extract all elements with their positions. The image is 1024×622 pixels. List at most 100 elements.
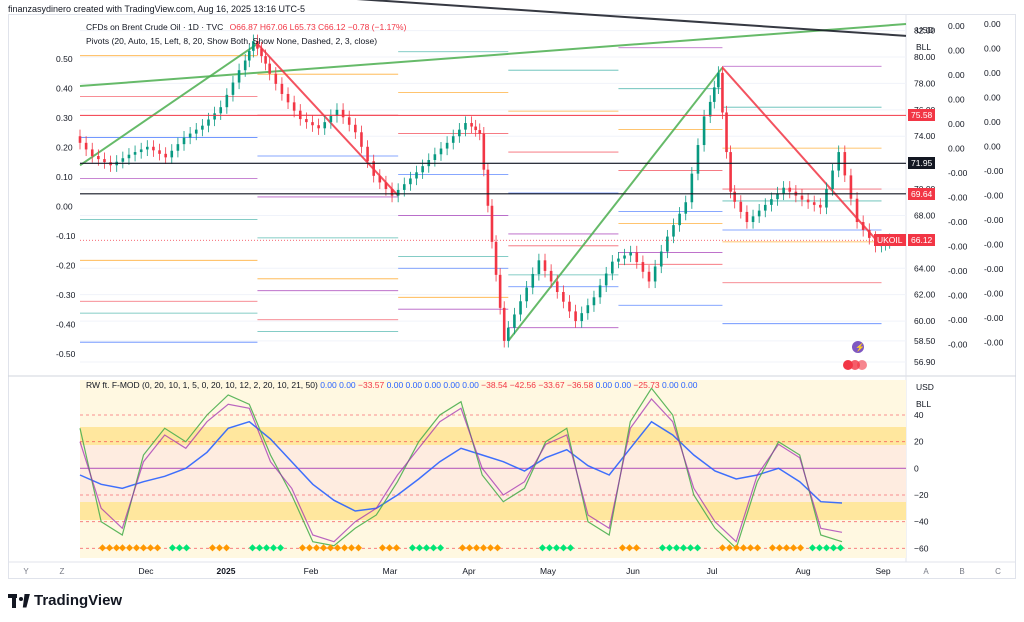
- time-label[interactable]: Dec: [138, 566, 154, 576]
- right-axis-label: -0.00: [984, 289, 1004, 299]
- candle-body: [861, 222, 865, 230]
- candle-body: [409, 178, 412, 185]
- candle-body: [378, 175, 382, 183]
- osc-signal-marker: [486, 544, 495, 552]
- time-axis-button[interactable]: B: [959, 567, 964, 576]
- right-axis-label: -0.00: [984, 264, 1004, 274]
- time-label[interactable]: Sep: [875, 566, 890, 576]
- symbol-legend[interactable]: CFDs on Brent Crude Oil · 1D · TVC O66.8…: [86, 22, 406, 32]
- osc-signal-marker: [347, 544, 356, 552]
- osc-signal-marker: [262, 544, 271, 552]
- osc-signal-marker: [458, 544, 467, 552]
- right-axis-label: -0.00: [948, 340, 968, 350]
- symbol-name[interactable]: CFDs on Brent Crude Oil · 1D · TVC: [86, 22, 224, 32]
- left-axis-label: -0.10: [56, 231, 76, 241]
- osc-signal-marker: [665, 544, 674, 552]
- price-tick-label: 68.00: [914, 210, 936, 220]
- time-axis-button[interactable]: A: [923, 567, 929, 576]
- left-axis-label: 0.00: [56, 202, 73, 212]
- price-axis-currency[interactable]: USD: [916, 25, 934, 35]
- candle-body: [502, 307, 506, 341]
- time-label[interactable]: May: [540, 566, 557, 576]
- alert-icon[interactable]: [852, 341, 864, 353]
- price-tick-label: 80.00: [914, 52, 936, 62]
- candle-body: [305, 119, 308, 123]
- osc-signal-marker: [105, 544, 114, 552]
- osc-tick-label: −60: [914, 543, 929, 553]
- candle-body: [586, 305, 590, 314]
- osc-signal-marker: [815, 544, 824, 552]
- left-axis-label: 0.10: [56, 172, 73, 182]
- time-label[interactable]: Jun: [626, 566, 640, 576]
- osc-markers: [98, 544, 845, 552]
- price-tag: 69.64: [908, 187, 936, 200]
- pivot-lines: [80, 47, 882, 343]
- candle-body: [568, 301, 571, 312]
- osc-tick-label: −40: [914, 517, 929, 527]
- candle-body: [751, 216, 755, 223]
- indicator-value: 0.00: [384, 380, 404, 390]
- price-tag: UKOIL: [874, 234, 906, 247]
- left-axis-label: 0.20: [56, 143, 73, 153]
- candle-body: [252, 41, 255, 51]
- candle-body: [439, 148, 443, 155]
- event-flag-icon[interactable]: [857, 360, 867, 370]
- candle-body: [482, 133, 486, 170]
- osc-axis-currency[interactable]: USD: [916, 382, 934, 392]
- candle-body: [831, 170, 834, 190]
- event-flag-icon[interactable]: [843, 360, 853, 370]
- candle-body: [855, 198, 859, 223]
- candle-body: [555, 281, 559, 293]
- osc-signal-marker: [354, 544, 363, 552]
- candle-body: [531, 273, 535, 288]
- right-axis-label: 0.00: [948, 119, 965, 129]
- osc-signal-marker: [746, 544, 755, 552]
- time-axis-labels[interactable]: Dec 2025 Feb Mar Apr May Jun Jul Aug Sep: [138, 566, 890, 576]
- osc-signal-marker: [782, 544, 791, 552]
- event-flag-icon[interactable]: [850, 360, 860, 370]
- indicator-name[interactable]: RW ft. F-MOD (0, 20, 10, 1, 5, 0, 20, 10…: [86, 380, 318, 390]
- osc-signal-marker: [392, 544, 401, 552]
- time-label[interactable]: Jul: [707, 566, 718, 576]
- candle-body: [311, 122, 314, 126]
- candle-body: [549, 270, 553, 282]
- time-label[interactable]: Mar: [383, 566, 398, 576]
- right-axis-label: -0.00: [984, 240, 1004, 250]
- candle-body: [366, 146, 369, 162]
- osc-signal-marker: [479, 544, 488, 552]
- candle-body: [867, 229, 871, 238]
- left-axis-label: -0.40: [56, 320, 76, 330]
- right-axis-label: 0.00: [948, 70, 965, 80]
- right-axis-label: 0.00: [984, 117, 1001, 127]
- indicator-value: 0.00: [403, 380, 423, 390]
- indicator-values: 0.00 0.00 −33.57 0.00 0.00 0.00 0.00 0.0…: [320, 380, 697, 390]
- left-axis-label: 0.30: [56, 113, 73, 123]
- time-label[interactable]: 2025: [217, 566, 236, 576]
- pivots-legend[interactable]: Pivots (20, Auto, 15, Left, 8, 20, Show …: [86, 36, 378, 46]
- time-axis-button[interactable]: C: [995, 567, 1001, 576]
- candle-body: [486, 169, 490, 206]
- candle-body: [745, 211, 749, 223]
- time-label[interactable]: Aug: [795, 566, 810, 576]
- time-axis-button[interactable]: Z: [60, 567, 65, 576]
- price-axis-unit[interactable]: BLL: [916, 42, 931, 52]
- osc-signal-marker: [112, 544, 121, 552]
- osc-signal-marker: [538, 544, 547, 552]
- time-axis-button[interactable]: Y: [23, 567, 29, 576]
- candle-body: [384, 182, 388, 190]
- candle-body: [84, 142, 88, 150]
- candle-body: [725, 112, 728, 153]
- indicator-value: 0.00: [422, 380, 441, 390]
- osc-axis-unit[interactable]: BLL: [916, 399, 931, 409]
- osc-signal-marker: [753, 544, 762, 552]
- time-label[interactable]: Feb: [304, 566, 319, 576]
- candle-body: [666, 236, 669, 252]
- time-label[interactable]: Apr: [462, 566, 475, 576]
- indicator-legend[interactable]: RW ft. F-MOD (0, 20, 10, 1, 5, 0, 20, 10…: [86, 380, 697, 390]
- candle-body: [256, 41, 259, 49]
- candle-body: [133, 152, 137, 155]
- osc-signal-marker: [125, 544, 134, 552]
- candle-body: [164, 153, 167, 158]
